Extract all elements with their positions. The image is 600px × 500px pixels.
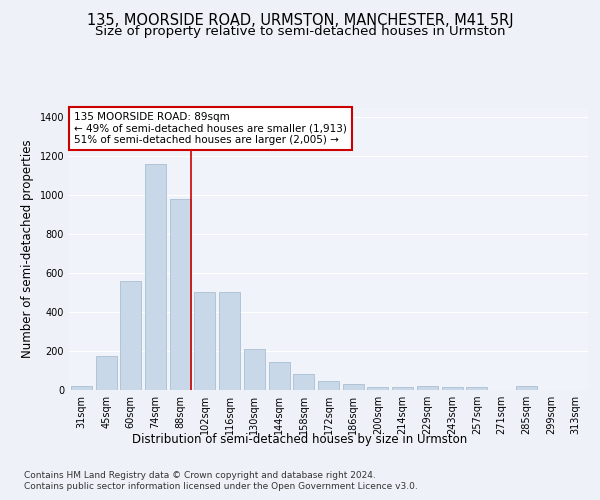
Bar (244, 349, 265, 390)
Text: Size of property relative to semi-detached houses in Urmston: Size of property relative to semi-detach… (95, 25, 505, 38)
Bar (71, 386, 92, 390)
Bar (95, 356, 116, 390)
Bar (194, 292, 215, 390)
Bar (120, 281, 141, 390)
Text: Contains public sector information licensed under the Open Government Licence v3: Contains public sector information licen… (24, 482, 418, 491)
Bar (392, 387, 413, 390)
Text: Distribution of semi-detached houses by size in Urmston: Distribution of semi-detached houses by … (133, 432, 467, 446)
Bar (466, 387, 487, 390)
Bar (293, 374, 314, 390)
Bar (516, 386, 537, 390)
Bar (219, 292, 240, 390)
Bar (145, 164, 166, 390)
Bar (269, 362, 290, 390)
Bar (442, 387, 463, 390)
Text: Contains HM Land Registry data © Crown copyright and database right 2024.: Contains HM Land Registry data © Crown c… (24, 471, 376, 480)
Text: 135, MOORSIDE ROAD, URMSTON, MANCHESTER, M41 5RJ: 135, MOORSIDE ROAD, URMSTON, MANCHESTER,… (86, 12, 514, 28)
Bar (170, 199, 191, 390)
Y-axis label: Number of semi-detached properties: Number of semi-detached properties (21, 140, 34, 358)
Bar (367, 387, 388, 390)
Text: 135 MOORSIDE ROAD: 89sqm
← 49% of semi-detached houses are smaller (1,913)
51% o: 135 MOORSIDE ROAD: 89sqm ← 49% of semi-d… (74, 112, 347, 145)
Bar (417, 386, 438, 390)
Bar (318, 381, 339, 390)
Bar (343, 384, 364, 390)
